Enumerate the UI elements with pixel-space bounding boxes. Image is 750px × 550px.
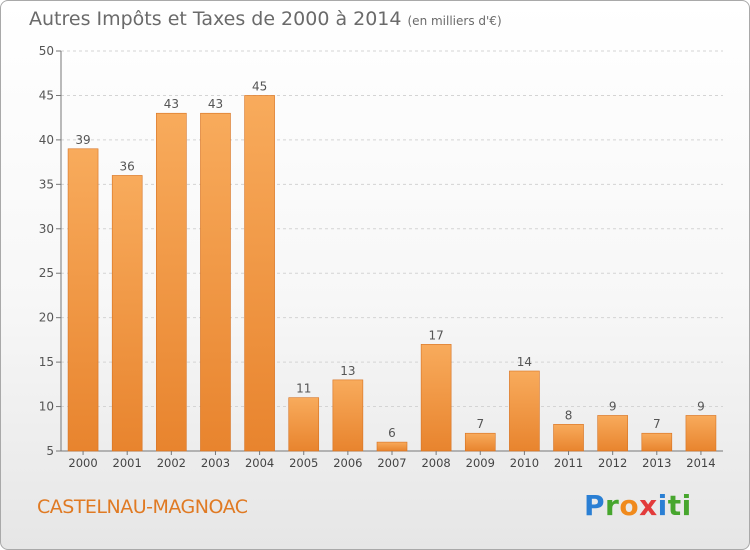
y-tick-label: 20 <box>39 311 54 325</box>
x-tick-label: 2000 <box>68 456 97 470</box>
x-tick-label: 2006 <box>333 456 362 470</box>
bar <box>244 95 275 452</box>
bar-value-label: 9 <box>609 399 617 413</box>
x-tick-label: 2002 <box>157 456 186 470</box>
x-tick-label: 2005 <box>289 456 318 470</box>
bar-value-label: 7 <box>653 417 661 431</box>
bar-value-label: 9 <box>697 399 705 413</box>
y-tick-label: 40 <box>39 133 54 147</box>
bar-value-label: 11 <box>296 382 311 396</box>
x-tick-label: 2014 <box>686 456 715 470</box>
y-tick-label: 45 <box>39 88 54 102</box>
bar-value-label: 6 <box>388 426 396 440</box>
x-tick-label: 2003 <box>201 456 230 470</box>
bar <box>111 175 143 452</box>
x-tick-label: 2004 <box>245 456 274 470</box>
bar-value-label: 8 <box>565 408 573 422</box>
logo-letter: ti <box>667 489 692 522</box>
x-tick-label: 2011 <box>554 456 583 470</box>
bar-value-label: 39 <box>75 133 90 147</box>
x-tick-label: 2001 <box>113 456 142 470</box>
y-tick-label: 10 <box>39 400 54 414</box>
y-tick-label: 50 <box>39 44 54 58</box>
bar <box>376 441 408 452</box>
bar <box>597 415 628 452</box>
y-tick-label: 30 <box>39 222 54 236</box>
chart-subtitle: (en milliers d'€) <box>407 14 502 28</box>
bar <box>641 432 673 452</box>
bar-value-label: 36 <box>120 159 135 173</box>
bar <box>67 148 99 452</box>
bar-value-label: 45 <box>252 79 267 93</box>
bar-value-label: 13 <box>340 364 355 378</box>
bar-value-label: 43 <box>164 97 179 111</box>
bar-value-label: 7 <box>476 417 484 431</box>
bar <box>156 112 187 452</box>
bar <box>332 379 364 452</box>
x-tick-label: 2012 <box>598 456 627 470</box>
x-tick-label: 2008 <box>421 456 450 470</box>
x-tick-label: 2009 <box>466 456 495 470</box>
bar <box>200 112 231 452</box>
chart-title-text: Autres Impôts et Taxes de 2000 à 2014 <box>29 8 402 30</box>
logo-letter: x <box>639 489 658 522</box>
y-tick-label: 35 <box>39 177 54 191</box>
bar <box>420 344 452 452</box>
proxiti-logo: Proxiti <box>584 489 692 522</box>
bar <box>509 370 540 452</box>
bar <box>288 397 320 452</box>
logo-letter: o <box>619 489 640 522</box>
bar <box>685 415 717 452</box>
bar <box>464 432 496 452</box>
y-tick-label: 25 <box>39 266 54 280</box>
chart-title: Autres Impôts et Taxes de 2000 à 2014 (en… <box>29 8 502 30</box>
x-tick-label: 2010 <box>510 456 539 470</box>
logo-letter: r <box>605 489 620 522</box>
bar-value-label: 17 <box>428 328 443 342</box>
logo-letter: P <box>584 489 606 522</box>
bar-value-label: 43 <box>208 97 223 111</box>
y-tick-label: 5 <box>46 444 54 458</box>
bar <box>553 424 584 452</box>
x-tick-label: 2007 <box>377 456 406 470</box>
logo-letter: i <box>657 489 668 522</box>
bar-value-label: 14 <box>517 355 532 369</box>
x-tick-label: 2013 <box>642 456 671 470</box>
y-tick-label: 15 <box>39 355 54 369</box>
location-name: CASTELNAU-MAGNOAC <box>37 496 248 518</box>
